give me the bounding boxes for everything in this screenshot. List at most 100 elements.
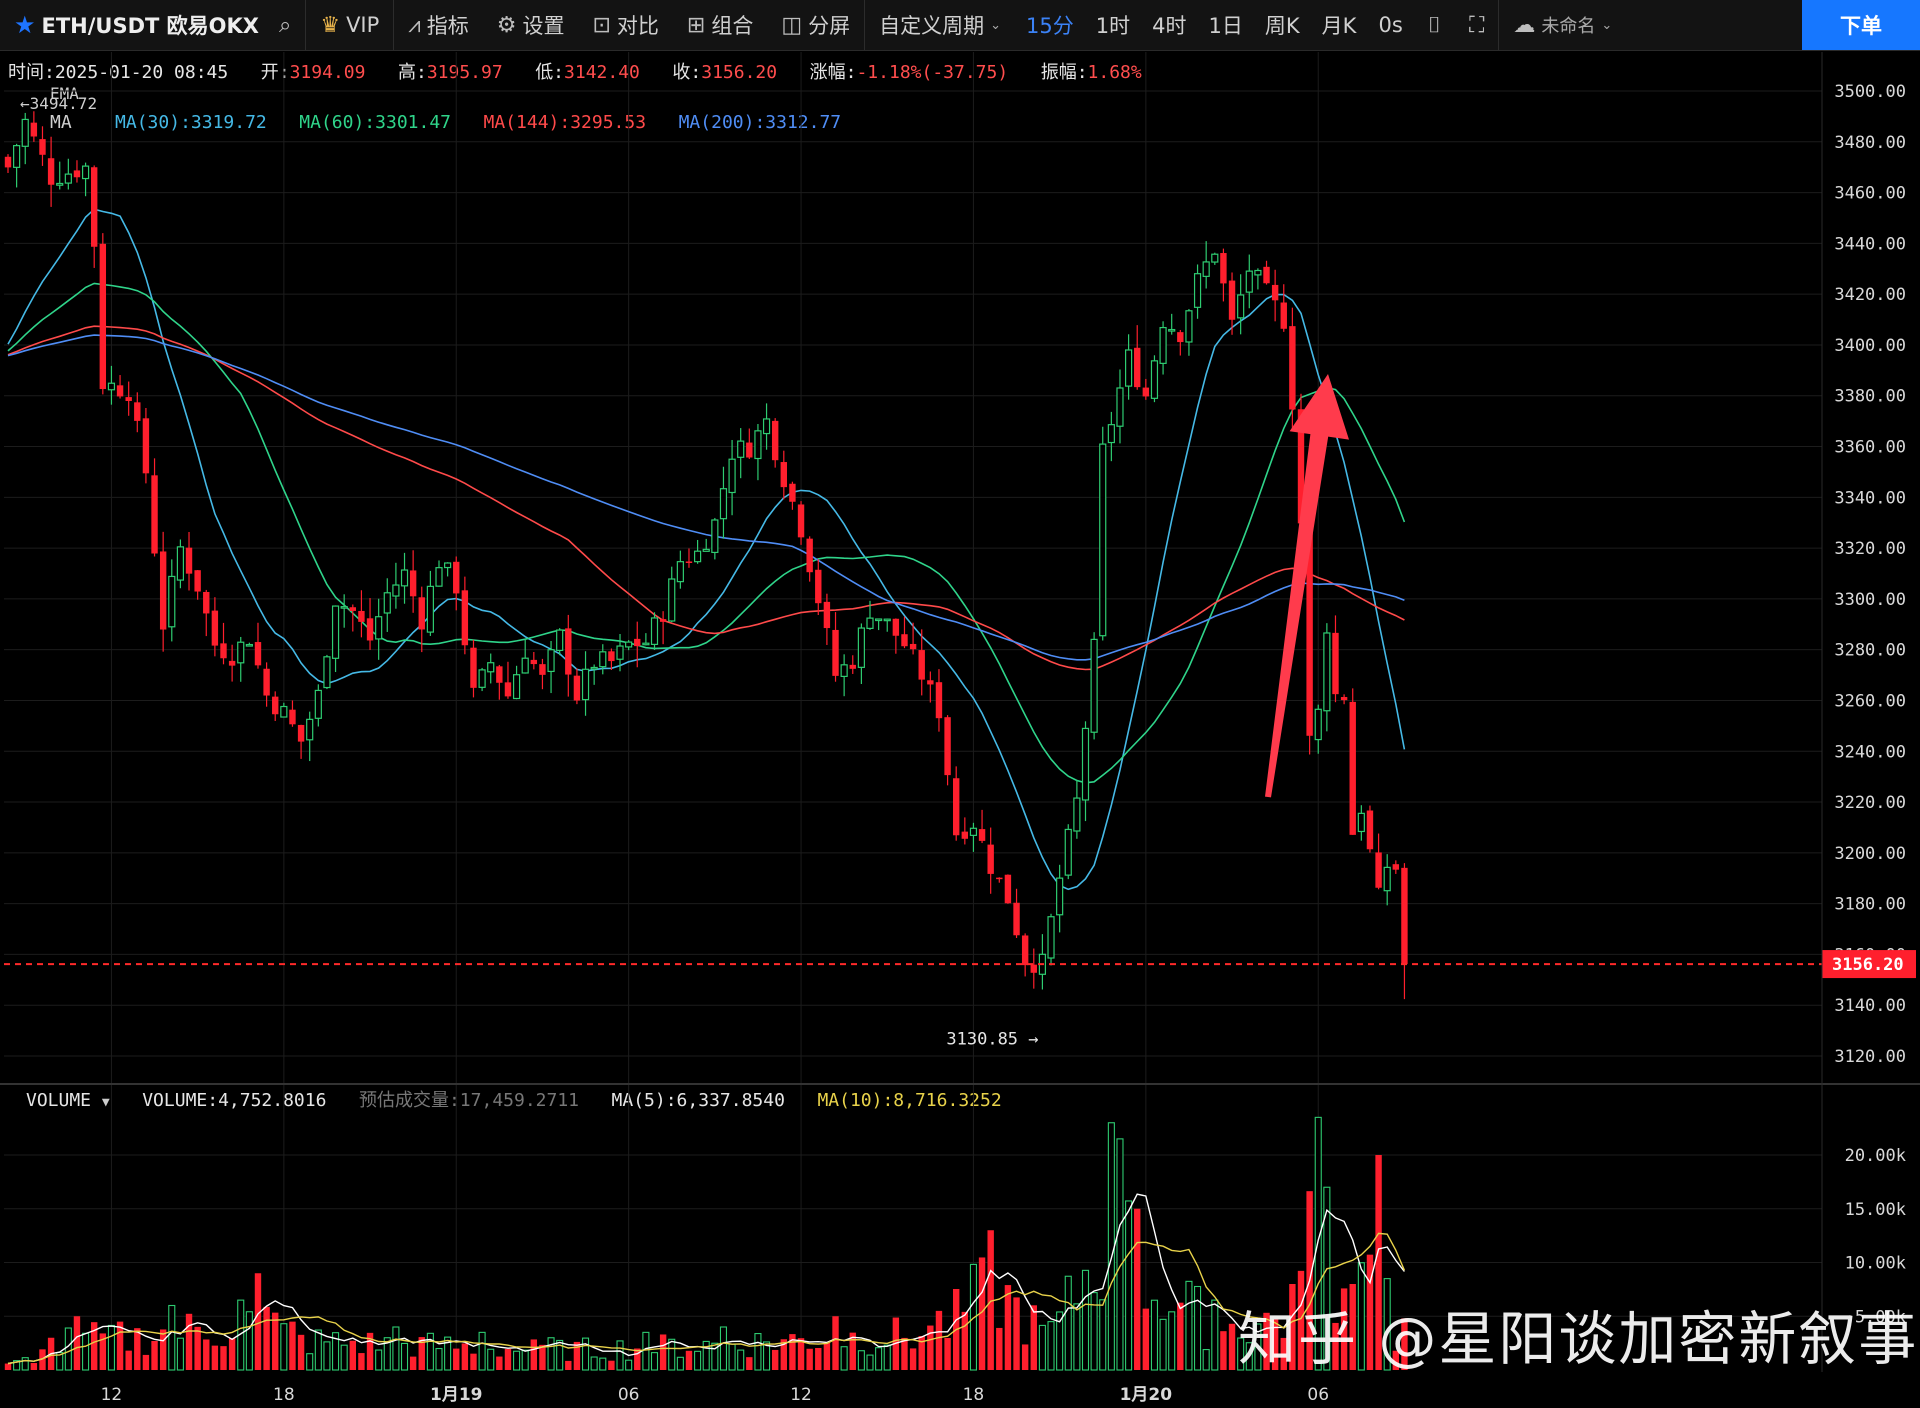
candle-body xyxy=(1021,935,1029,966)
volume-bar-up xyxy=(1047,1321,1055,1371)
candle-down xyxy=(608,648,615,671)
candle-body xyxy=(39,139,46,155)
ema-legend-label[interactable]: EMA xyxy=(50,84,79,103)
price-tick-label: 3380.00 xyxy=(1834,387,1906,407)
favorite-star-icon[interactable]: ★ xyxy=(14,11,36,39)
volume-title[interactable]: VOLUME xyxy=(26,1090,92,1111)
candle-body xyxy=(1064,828,1072,876)
candle-body xyxy=(30,122,38,137)
candle-down xyxy=(1271,269,1279,322)
settings-button[interactable]: ⚙ 设置 xyxy=(483,0,579,50)
caret-down-icon[interactable]: ▼ xyxy=(101,1095,110,1110)
volume-bar-down xyxy=(151,1340,158,1370)
price-tick-label: 3400.00 xyxy=(1834,336,1906,356)
volume-bar-up xyxy=(176,1337,184,1371)
period-0s[interactable]: 0s xyxy=(1378,13,1403,37)
candle-body xyxy=(1306,525,1313,736)
candle-up xyxy=(693,539,702,564)
candle-body xyxy=(1220,253,1227,284)
volume-bar-down xyxy=(1366,1254,1374,1370)
volume-bar-down xyxy=(211,1345,219,1370)
candle-body xyxy=(375,616,383,640)
candle-down xyxy=(797,501,805,545)
candle-body xyxy=(426,585,434,633)
candle-up xyxy=(280,702,288,718)
candle-down xyxy=(996,877,1003,883)
settings-label: 设置 xyxy=(522,14,565,38)
candle-body xyxy=(599,651,607,668)
candle-body xyxy=(383,592,391,614)
candle-body xyxy=(659,619,667,622)
candle-body xyxy=(134,402,141,421)
candle-body xyxy=(987,844,994,874)
time-axis[interactable]: 12 18 1月19 06 12 18 1月20 06 xyxy=(101,1385,1329,1405)
candle-body xyxy=(668,578,676,622)
gear-icon: ⚙ xyxy=(496,12,517,38)
candle-body xyxy=(676,561,684,583)
candlestick-chart[interactable]: 3500.00 3480.00 3460.00 3440.00 3420.00 3400.… xyxy=(0,52,1920,1408)
candle-down xyxy=(116,375,124,399)
candle-body xyxy=(340,606,348,609)
candle-body xyxy=(228,660,236,666)
period-1w[interactable]: 周K xyxy=(1264,14,1300,38)
candle-body xyxy=(314,689,322,719)
candle-down xyxy=(746,428,753,459)
candle-body xyxy=(780,462,787,488)
candle-up xyxy=(168,559,176,642)
candle-body xyxy=(220,643,227,659)
estimated-volume: 预估成交量:17,459.2711 xyxy=(358,1090,580,1111)
period-15m[interactable]: 15分 xyxy=(1026,14,1074,38)
place-order-button[interactable]: 下单 xyxy=(1802,0,1920,50)
candle-up xyxy=(81,162,90,197)
volume-bar-up xyxy=(1038,1324,1046,1371)
screenshot-button[interactable]: ⌷ xyxy=(1414,0,1455,50)
candle-body xyxy=(927,680,934,685)
candle-body xyxy=(1202,261,1210,277)
vip-button[interactable]: ♛ VIP xyxy=(306,0,393,50)
period-1mo[interactable]: 月K xyxy=(1321,14,1357,38)
volume-bar-up xyxy=(1357,1262,1365,1371)
period-1d[interactable]: 1日 xyxy=(1208,14,1243,38)
candle-body xyxy=(996,877,1003,880)
volume-bar-up xyxy=(1090,1292,1098,1371)
period-high-value: 3494.72 xyxy=(29,94,98,113)
low-value: 3142.40 xyxy=(564,62,640,83)
volume-bar-up xyxy=(21,1357,29,1371)
candle-body xyxy=(1150,360,1159,399)
volume-bar-up xyxy=(13,1360,21,1371)
candle-body xyxy=(107,382,116,391)
price-tick-label: 3140.00 xyxy=(1834,996,1906,1016)
compare-button[interactable]: ⊡ 对比 xyxy=(578,0,672,50)
candle-up xyxy=(1064,824,1072,880)
volume-bar-down xyxy=(1030,1305,1037,1370)
combo-icon: ⊞ xyxy=(686,12,706,38)
price-tick-label: 3220.00 xyxy=(1834,793,1906,813)
candle-body xyxy=(1280,302,1287,329)
candle-up xyxy=(719,466,728,539)
high-value: 3195.97 xyxy=(426,62,503,83)
period-1h[interactable]: 1时 xyxy=(1095,14,1131,38)
indicators-button[interactable]: ⩘ 指标 xyxy=(394,0,482,50)
period-4h[interactable]: 4时 xyxy=(1152,14,1187,38)
volume-bar-up xyxy=(1237,1337,1245,1371)
search-icon[interactable]: ⌕ xyxy=(279,12,292,38)
custom-period-label: 自定义周期 xyxy=(879,14,985,38)
candle-up xyxy=(1254,268,1262,290)
volume-axis[interactable]: 20.00k 15.00k 10.00k 5.00k xyxy=(1845,1146,1906,1327)
volume-bar-down xyxy=(409,1356,417,1370)
price-axis[interactable]: 3500.00 3480.00 3460.00 3440.00 3420.00 3400.… xyxy=(1834,82,1906,1067)
candle-body xyxy=(1116,387,1124,427)
volume-bar-down xyxy=(944,1337,951,1370)
candle-body xyxy=(815,569,822,604)
fullscreen-button[interactable]: ⛶ xyxy=(1455,0,1498,50)
custom-period-dropdown[interactable]: 自定义周期 ⌄ xyxy=(865,0,1015,50)
candle-up xyxy=(754,424,762,481)
candle-body xyxy=(1013,902,1020,936)
candle-body xyxy=(1263,266,1270,284)
symbol-selector[interactable]: ★ ETH/USDT 欧易OKX ⌕ xyxy=(0,0,305,50)
combo-button[interactable]: ⊞ 组合 xyxy=(673,0,767,50)
ma-label[interactable]: MA xyxy=(50,112,72,133)
split-screen-button[interactable]: ◫ 分屏 xyxy=(767,0,864,50)
candle-body xyxy=(487,662,495,673)
layout-save-dropdown[interactable]: ☁ 未命名 ⌄ xyxy=(1499,0,1626,50)
